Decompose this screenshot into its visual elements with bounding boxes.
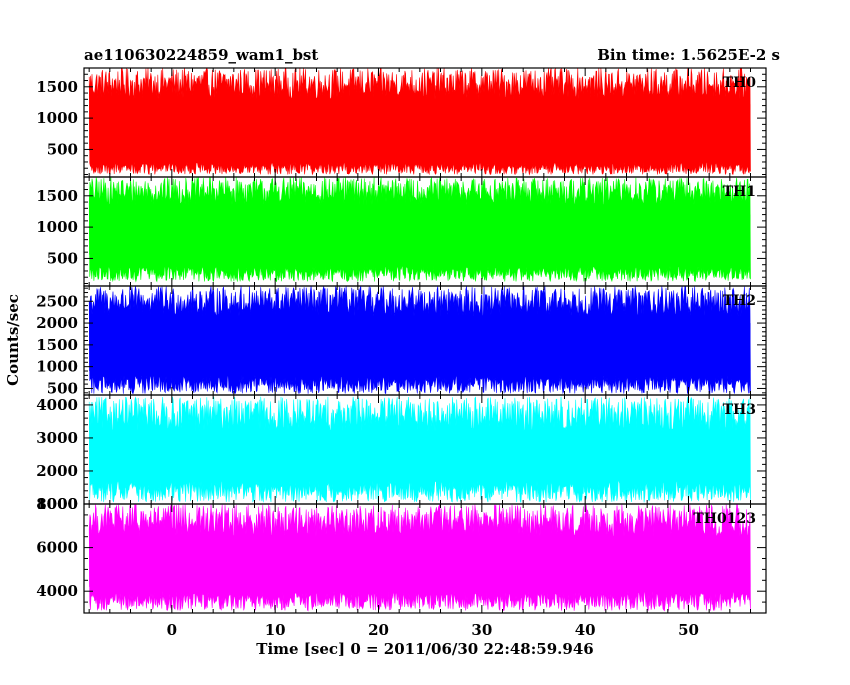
x-tick-label: 20: [368, 621, 389, 639]
panel-label-th0123: TH0123: [693, 511, 756, 527]
y-tick-label: 2500: [36, 292, 78, 310]
panel-th3: 1000 2000 3000 4000 TH3: [36, 394, 767, 513]
series-th1-core: [89, 214, 751, 255]
x-tick-label: 50: [678, 621, 699, 639]
panel-label-th2: TH2: [723, 293, 756, 309]
x-tick-label: 10: [265, 621, 286, 639]
series-th0-core: [89, 104, 751, 151]
y-tick-label: 500: [47, 140, 78, 158]
y-tick-label: 500: [47, 379, 78, 397]
y-tick-label: 500: [47, 249, 78, 267]
chart-title-right: Bin time: 1.5625E-2 s: [597, 46, 780, 64]
panel-th0123: 4000 6000 8000 TH0123: [36, 495, 767, 614]
panel-label-th0: TH0: [723, 75, 757, 91]
chart-title-left: ae110630224859_wam1_bst: [84, 46, 318, 64]
y-tick-label: 8000: [36, 495, 78, 513]
series-th2-core: [89, 323, 751, 372]
y-tick-label: 1500: [36, 78, 78, 96]
y-tick-label: 1000: [36, 109, 78, 127]
series-th0123-core: [89, 547, 751, 587]
x-axis-label: Time [sec] 0 = 2011/06/30 22:48:59.946: [256, 640, 593, 658]
x-tick-label: 40: [575, 621, 596, 639]
y-tick-label: 2000: [36, 314, 78, 332]
y-tick-label: 4000: [36, 582, 78, 600]
y-tick-label: 1500: [36, 336, 78, 354]
y-tick-label: 3000: [36, 429, 78, 447]
y-tick-label: 6000: [36, 539, 78, 557]
panel-label-th1: TH1: [723, 184, 756, 200]
y-tick-label: 1500: [36, 187, 78, 205]
y-axis-label: Counts/sec: [4, 294, 22, 386]
panel-th1: 500 1000 1500 TH1: [36, 176, 767, 287]
panel-th0: 500 1000 1500 TH0: [36, 67, 767, 178]
y-tick-label: 1000: [36, 358, 78, 376]
y-tick-label: 1000: [36, 495, 78, 513]
x-tick-label: 30: [471, 621, 492, 639]
panel-label-th3: TH3: [723, 402, 756, 418]
y-tick-label: 2000: [36, 462, 78, 480]
series-th3-core: [89, 437, 751, 475]
y-tick-label: 1000: [36, 218, 78, 236]
x-tick-label: 0: [167, 621, 177, 639]
y-tick-label: 4000: [36, 396, 78, 414]
panel-th2: 500 1000 1500 2000 2500 TH2: [36, 285, 767, 397]
